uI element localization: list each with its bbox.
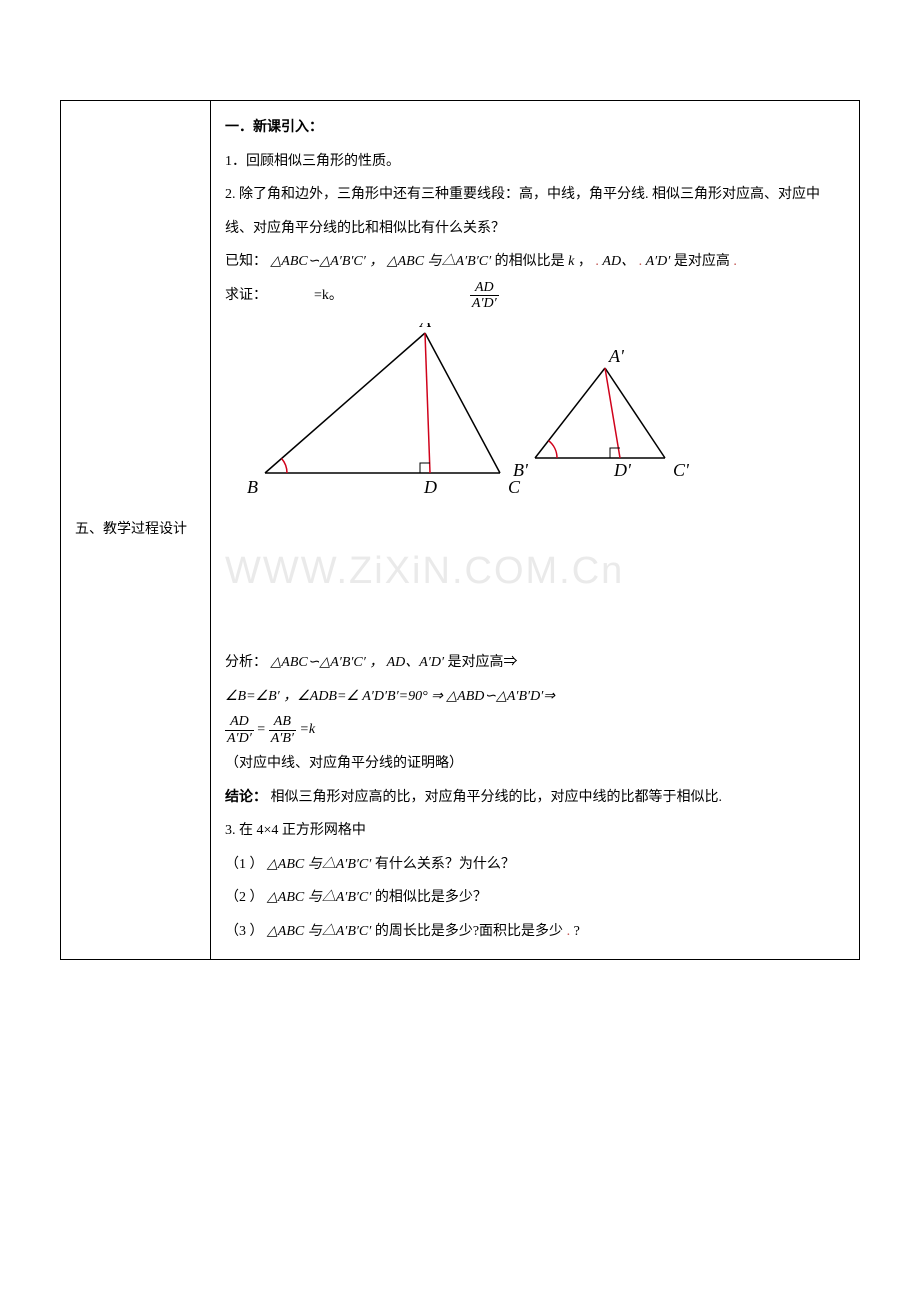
fraction-1: AD A′D′ xyxy=(470,280,499,312)
dot-mark-1: . xyxy=(595,254,599,269)
svg-text:C': C' xyxy=(673,460,690,480)
triangle-diagram: A B C D A' B' C' D' xyxy=(225,323,845,517)
fraction-2a-num: AD xyxy=(225,714,254,730)
analysis-label: 分析： xyxy=(225,655,267,670)
svg-text:C: C xyxy=(508,477,521,497)
paragraph-1: 1．回顾相似三角形的性质。 xyxy=(225,145,845,179)
question-2: （2 ） △ABC 与△A′B′C′ 的相似比是多少？ xyxy=(225,881,845,915)
subsection-heading: 一．新课引入： xyxy=(225,111,845,145)
section-label: 五、教学过程设计 xyxy=(75,522,187,537)
conclusion-text: 相似三角形对应高的比，对应角平分线的比，对应中线的比都等于相似比. xyxy=(271,790,723,805)
eq-1: = xyxy=(257,722,268,737)
dot-mark-3: . xyxy=(733,254,737,269)
analysis-line-1: 分析： △ABC∽△A′B′C′ ， AD、A′D′ 是对应高⇒ xyxy=(225,646,845,680)
analysis-line-3: AD A′D′ = AB A′B′ =k xyxy=(225,713,845,747)
analysis-eqk: =k xyxy=(299,722,315,737)
analysis-1b: AD、A′D′ xyxy=(387,655,444,670)
given-expr-1: △ABC∽△A′B′C′ ， △ABC 与△A′B′C′ xyxy=(271,254,492,269)
q3-b: △ABC 与△A′B′C′ xyxy=(267,924,371,939)
q1-a: （1 ） xyxy=(225,857,264,872)
content-cell: 一．新课引入： 1．回顾相似三角形的性质。 2. 除了角和边外，三角形中还有三种… xyxy=(211,101,860,960)
prove-line: 求证： =k。 AD A′D′ xyxy=(225,279,845,313)
given-ad: AD、 xyxy=(602,254,635,269)
svg-text:D': D' xyxy=(613,460,632,480)
q1-c: 有什么关系？为什么？ xyxy=(375,857,515,872)
given-text-2: 的相似比是 xyxy=(495,254,569,269)
question-1: （1 ） △ABC 与△A′B′C′ 有什么关系？为什么？ xyxy=(225,848,845,882)
lesson-table: 五、教学过程设计 一．新课引入： 1．回顾相似三角形的性质。 2. 除了角和边外… xyxy=(60,100,860,960)
given-prefix: 已知： xyxy=(225,254,267,269)
svg-text:A: A xyxy=(419,323,432,331)
given-line: 已知： △ABC∽△A′B′C′ ， △ABC 与△A′B′C′ 的相似比是 k… xyxy=(225,245,845,279)
watermark-text: WWW.ZiXiN.COM.Cn xyxy=(225,526,845,616)
q3-a: （3 ） xyxy=(225,924,267,939)
analysis-1c: 是对应高⇒ xyxy=(448,655,518,670)
given-text-3: ， xyxy=(578,254,596,269)
given-k: k xyxy=(568,254,574,269)
q2-a: （2 ） xyxy=(225,890,267,905)
fraction-2b-den: A′B′ xyxy=(269,731,296,746)
prove-prefix: 求证： xyxy=(225,288,267,303)
analysis-line-2: ∠B=∠B′ ，∠ADB=∠ A′D′B′=90° ⇒ △ABD∽△A′B′D′… xyxy=(225,680,845,714)
svg-text:A': A' xyxy=(608,346,625,366)
section-label-cell: 五、教学过程设计 xyxy=(61,101,211,960)
dot-mark-2: . xyxy=(639,254,643,269)
q2-b: △ABC 与△A′B′C′ xyxy=(267,890,371,905)
fraction-2a: AD A′D′ xyxy=(225,714,254,746)
analysis-paren: （对应中线、对应角平分线的证明略） xyxy=(225,747,845,781)
prove-eq: =k。 xyxy=(314,288,343,303)
svg-text:B: B xyxy=(247,477,258,497)
q1-b: △ABC 与△A′B′C′ xyxy=(267,857,371,872)
q3-c: 的周长比是多少?面积比是多少 xyxy=(375,924,563,939)
fraction-2b-num: AB xyxy=(269,714,296,730)
fraction-2a-den: A′D′ xyxy=(225,731,254,746)
triangle-svg: A B C D A' B' C' D' xyxy=(225,323,695,503)
question-3: （3 ） △ABC 与△A′B′C′ 的周长比是多少?面积比是多少 . ? xyxy=(225,915,845,949)
fraction-2b: AB A′B′ xyxy=(269,714,296,746)
given-text-4: 是对应高 xyxy=(674,254,730,269)
svg-text:D: D xyxy=(423,477,437,497)
paragraph-3: 3. 在 4×4 正方形网格中 xyxy=(225,814,845,848)
conclusion-line: 结论： 相似三角形对应高的比，对应角平分线的比，对应中线的比都等于相似比. xyxy=(225,781,845,815)
svg-text:B': B' xyxy=(513,460,529,480)
analysis-1a: △ABC∽△A′B′C′ ， xyxy=(271,655,387,670)
fraction-1-num: AD xyxy=(470,280,499,296)
paragraph-2: 2. 除了角和边外，三角形中还有三种重要线段：高，中线，角平分线. 相似三角形对… xyxy=(225,178,845,245)
fraction-1-den: A′D′ xyxy=(470,296,499,311)
given-adp: A′D′ xyxy=(646,254,671,269)
q3-d: ? xyxy=(574,924,580,939)
conclusion-label: 结论： xyxy=(225,790,267,805)
q2-c: 的相似比是多少？ xyxy=(375,890,487,905)
dot-mark-4: . xyxy=(567,924,571,939)
